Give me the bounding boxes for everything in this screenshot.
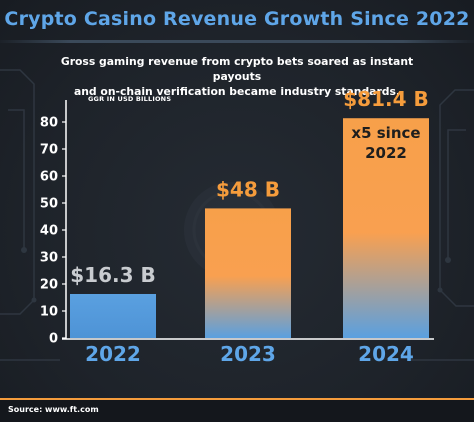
y-tick-label: 30 bbox=[40, 251, 58, 266]
y-tick-label: 50 bbox=[40, 197, 58, 212]
y-tick-label: 0 bbox=[49, 332, 58, 347]
source-text: Source: www.ft.com bbox=[8, 405, 99, 414]
y-unit-note: GGR IN USD BILLIONS bbox=[88, 95, 172, 103]
data-label-2023: $48 B bbox=[216, 177, 280, 201]
footer-accent-line bbox=[0, 398, 474, 400]
bar-2023 bbox=[205, 208, 291, 338]
title-divider bbox=[0, 40, 474, 43]
bar-2022 bbox=[70, 293, 156, 338]
y-tick-label: 10 bbox=[40, 305, 58, 320]
y-tick-label: 80 bbox=[40, 116, 58, 131]
y-tick-label: 60 bbox=[40, 170, 58, 185]
y-tick-label: 40 bbox=[40, 224, 58, 239]
y-tick-label: 20 bbox=[40, 278, 58, 293]
annotation-line-2: 2022 bbox=[365, 144, 407, 162]
annotation-line-1: x5 since bbox=[351, 124, 420, 142]
data-label-2022: $16.3 B bbox=[70, 263, 155, 287]
x-tick-label-2024: 2024 bbox=[358, 342, 414, 366]
x-tick-label-2023: 2023 bbox=[220, 342, 276, 366]
y-tick-label: 70 bbox=[40, 143, 58, 158]
data-label-2024: $81.4 B bbox=[343, 87, 428, 111]
footer-bar bbox=[0, 400, 474, 422]
chart-subtitle: Gross gaming revenue from crypto bets so… bbox=[40, 54, 434, 99]
chart-title: Crypto Casino Revenue Growth Since 2022 bbox=[4, 8, 470, 30]
subtitle-line-2: and on-chain verification became industr… bbox=[73, 85, 401, 98]
subtitle-line-1: Gross gaming revenue from crypto bets so… bbox=[60, 55, 414, 83]
x-tick-label-2022: 2022 bbox=[85, 342, 141, 366]
bar-2024 bbox=[343, 118, 429, 338]
